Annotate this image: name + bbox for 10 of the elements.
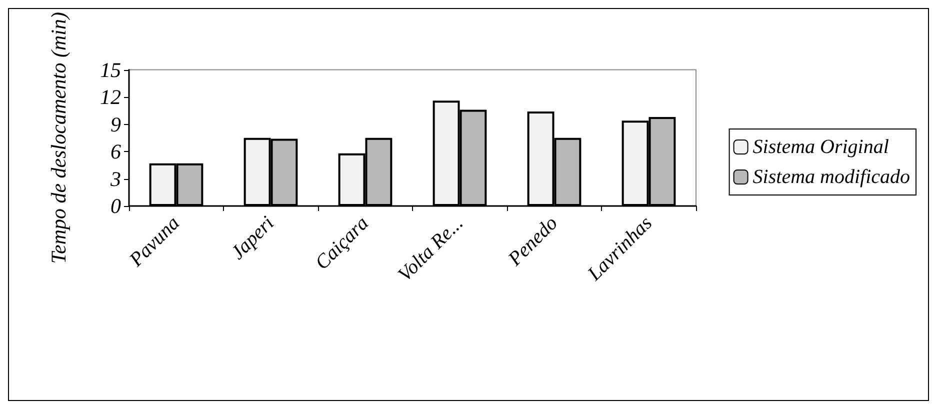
legend-label: Sistema modificado xyxy=(752,166,910,188)
legend-label: Sistema Original xyxy=(752,136,890,158)
y-tick-label: 12 xyxy=(100,85,122,110)
y-tick-label: 9 xyxy=(110,112,122,136)
y-tick-label: 15 xyxy=(100,58,121,82)
y-tick-label: 0 xyxy=(110,194,122,218)
y-tick-label: 6 xyxy=(110,140,122,164)
x-tick-label: Volta Re... xyxy=(394,212,468,286)
y-axis-title: Tempo de deslocamento (min) xyxy=(46,12,70,264)
y-tick-label: 3 xyxy=(110,166,121,191)
